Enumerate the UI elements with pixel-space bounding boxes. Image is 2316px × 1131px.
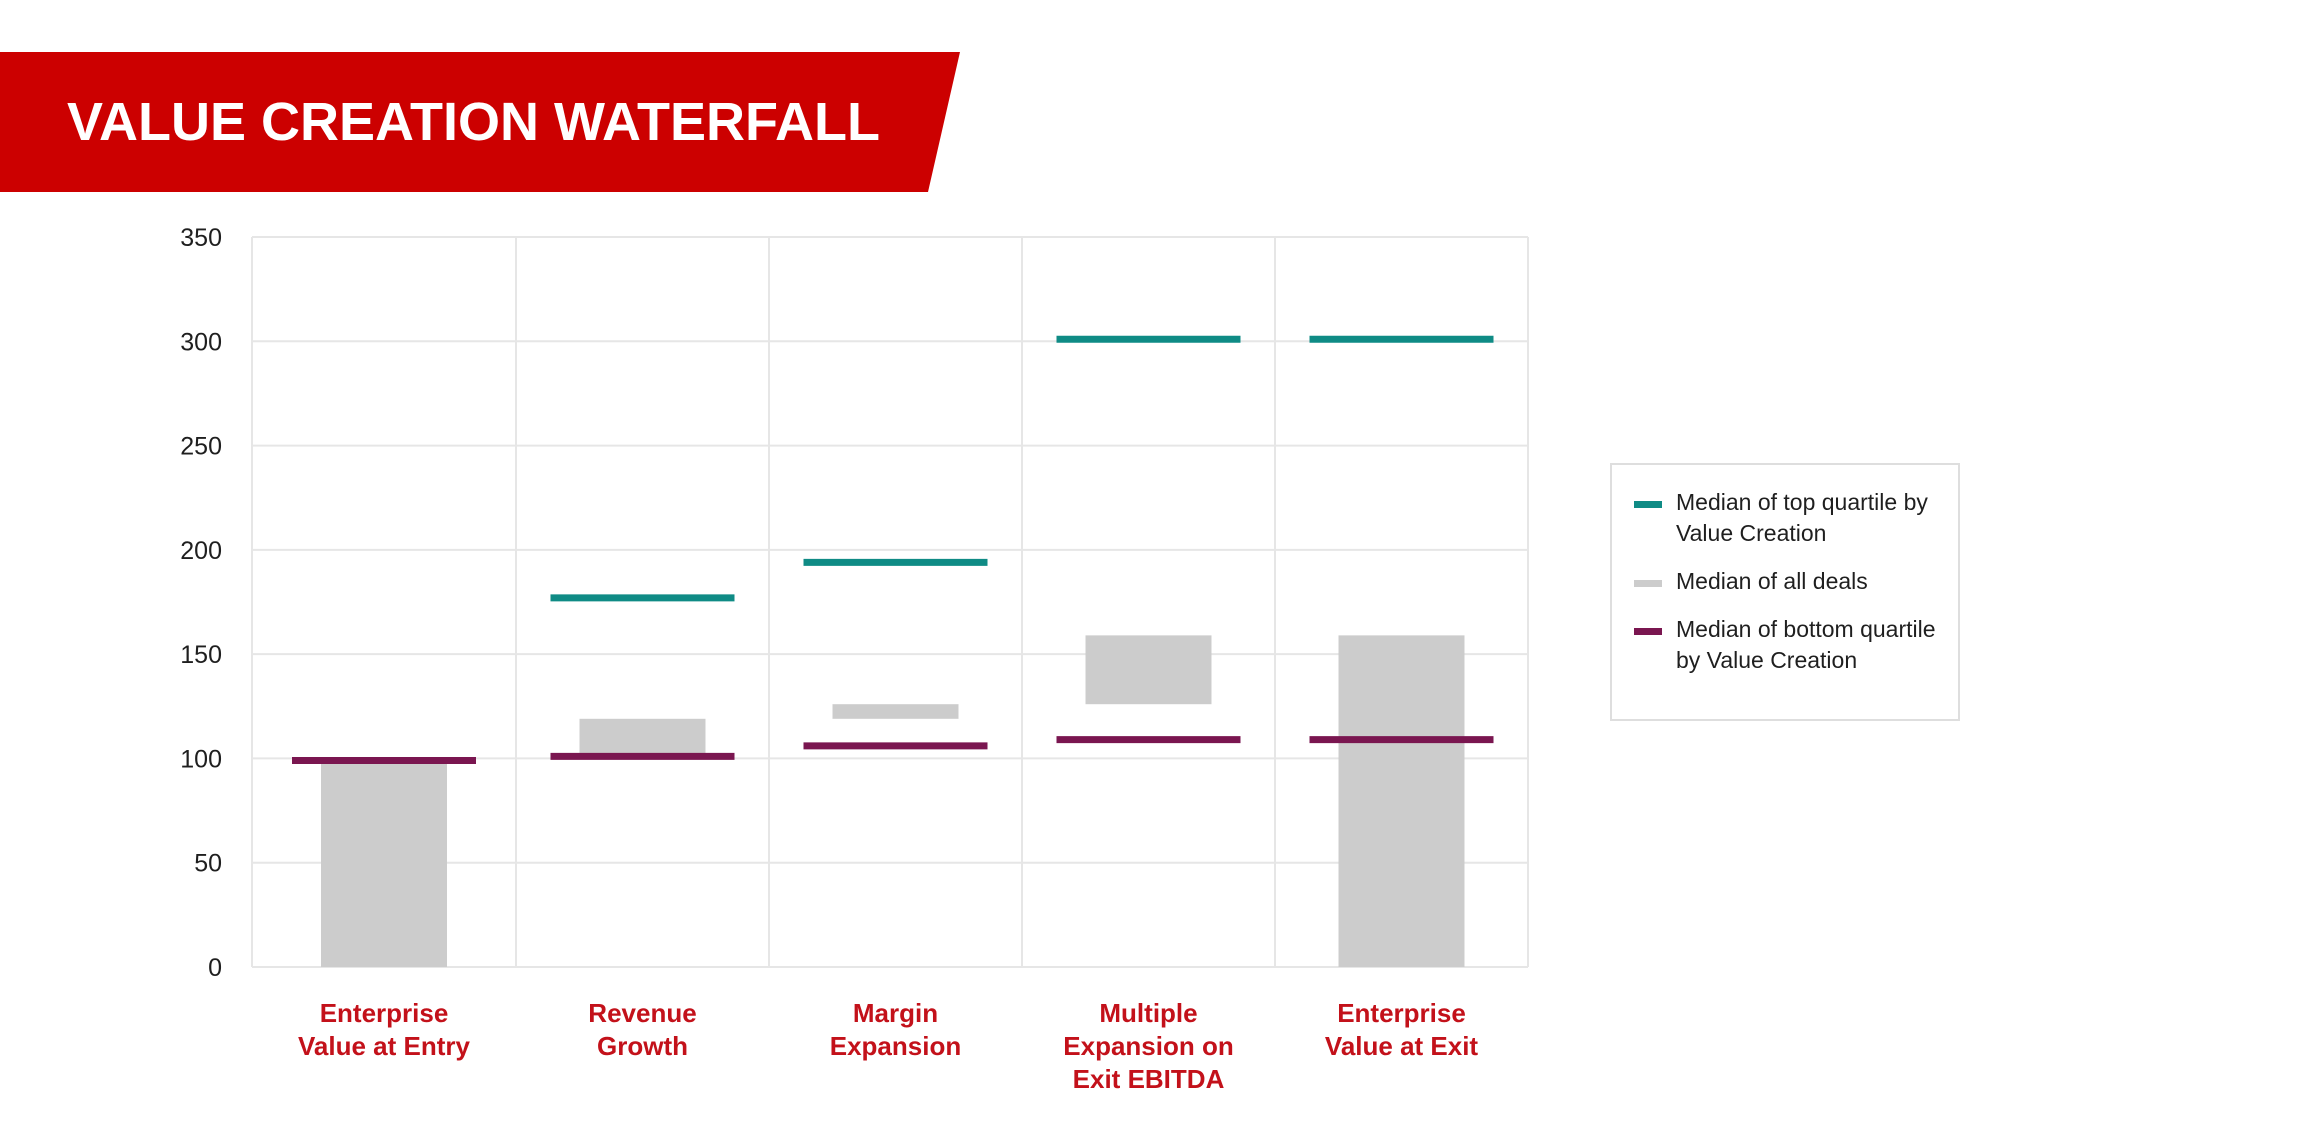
category-label-line: Expansion — [830, 1031, 961, 1061]
category-label: Multiple Expansion on Exit EBITDA — [1063, 998, 1233, 1094]
bar-all-deals — [321, 760, 447, 967]
category-label-line: Value at Exit — [1325, 1031, 1479, 1061]
y-tick-label: 250 — [180, 433, 222, 461]
legend-item-top-quartile: Median of top quartile by Value Creation — [1634, 487, 1938, 549]
bar-all-deals — [579, 718, 706, 759]
category-label-line: Multiple — [1099, 998, 1197, 1028]
category-label-line: Exit EBITDA — [1073, 1064, 1225, 1094]
y-tick-label: 0 — [208, 954, 222, 982]
legend-item-all-deals: Median of all deals — [1634, 566, 1938, 597]
legend-label-top-quartile: Median of top quartile by Value Creation — [1676, 489, 1928, 546]
category-label-line: Enterprise — [320, 998, 449, 1028]
legend-swatch-all-deals — [1634, 580, 1662, 587]
y-tick-label: 200 — [180, 537, 222, 565]
category-label: Revenue Growth — [588, 998, 696, 1061]
category-label-line: Enterprise — [1337, 998, 1466, 1028]
category-label-line: Margin — [853, 998, 938, 1028]
legend-item-bottom-quartile: Median of bottom quartile by Value Creat… — [1634, 614, 1938, 676]
chart-legend: Median of top quartile by Value Creation… — [1610, 463, 1960, 721]
category-label-line: Expansion on — [1063, 1031, 1233, 1061]
legend-swatch-bottom-quartile — [1634, 628, 1662, 635]
bar-all-deals — [1338, 635, 1465, 967]
y-tick-label: 50 — [194, 850, 222, 878]
legend-label-bottom-quartile: Median of bottom quartile by Value Creat… — [1676, 616, 1936, 673]
bar-all-deals — [1085, 635, 1212, 705]
legend-swatch-top-quartile — [1634, 501, 1662, 508]
category-label-line: Value at Entry — [298, 1031, 470, 1061]
category-label-line: Growth — [597, 1031, 688, 1061]
category-label-line: Revenue — [588, 998, 696, 1028]
bar-all-deals — [832, 704, 959, 719]
y-tick-label: 150 — [180, 641, 222, 669]
category-label: Margin Expansion — [830, 998, 961, 1061]
y-tick-label: 350 — [180, 224, 222, 252]
y-tick-label: 100 — [180, 745, 222, 773]
page-title: VALUE CREATION WATERFALL — [67, 92, 880, 152]
category-label: Enterprise Value at Entry — [298, 998, 470, 1061]
legend-label-all-deals: Median of all deals — [1676, 568, 1868, 594]
title-banner-shape — [0, 52, 960, 192]
y-tick-label: 300 — [180, 328, 222, 356]
category-label: Enterprise Value at Exit — [1325, 998, 1479, 1061]
